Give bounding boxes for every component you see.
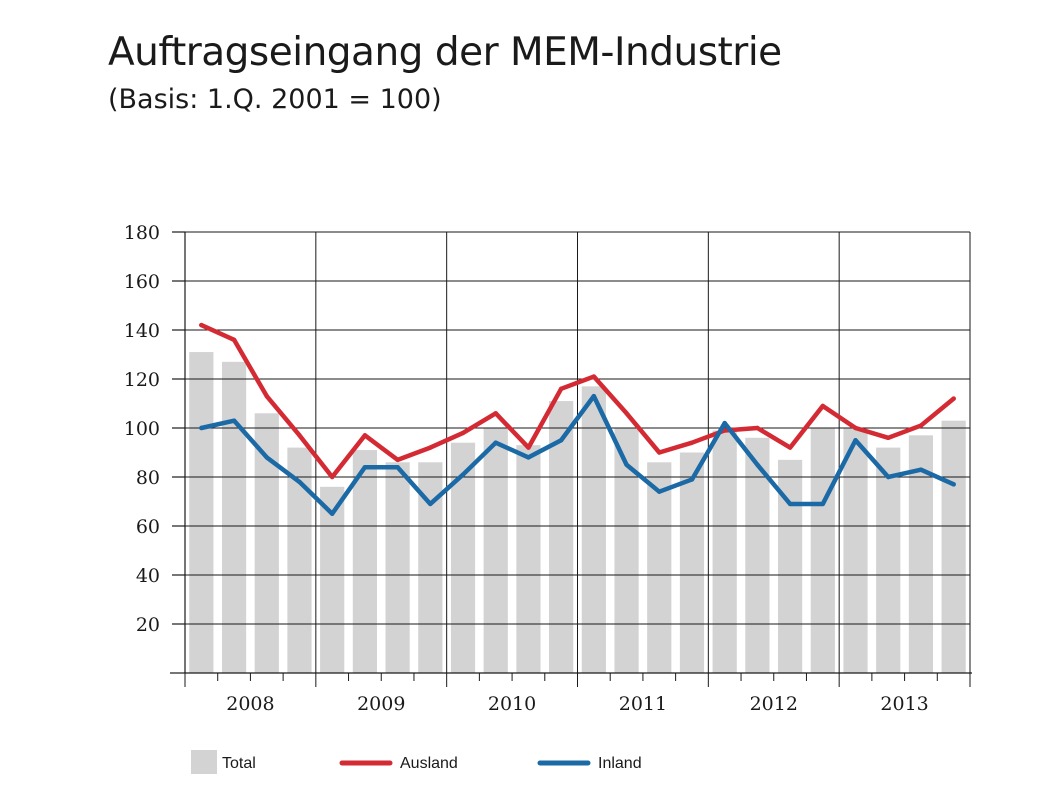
- point-ausland-22: [886, 435, 891, 440]
- point-ausland-19: [787, 445, 793, 450]
- point-ausland-14: [624, 411, 629, 416]
- line-ausland: [199, 322, 956, 480]
- bar-total-13: [581, 386, 606, 673]
- x-tick-label-2009: 2009: [357, 693, 405, 715]
- point-ausland-7: [395, 457, 400, 463]
- bar-total-24: [941, 420, 966, 673]
- point-inland-18: [755, 462, 760, 467]
- bar-total-3: [254, 413, 279, 673]
- point-inland-8: [428, 501, 433, 507]
- x-tick-label-2013: 2013: [880, 693, 928, 715]
- point-ausland-20: [820, 403, 826, 409]
- x-tick-label-2011: 2011: [619, 693, 667, 715]
- chart-title: Auftragseingang der MEM-Industrie: [108, 30, 782, 75]
- point-inland-14: [624, 462, 629, 467]
- bar-total-6: [352, 450, 377, 673]
- point-ausland-10: [493, 411, 498, 416]
- y-tick-label-20: 20: [136, 614, 160, 636]
- bar-total-10: [483, 428, 508, 673]
- legend-label-total: Total: [222, 755, 256, 772]
- point-ausland-23: [918, 423, 924, 428]
- legend-label-ausland: Ausland: [400, 755, 458, 772]
- point-inland-12: [558, 438, 564, 443]
- point-ausland-16: [689, 440, 695, 445]
- x-tick-label-2010: 2010: [488, 693, 536, 715]
- bar-total-20: [810, 428, 835, 673]
- point-ausland-21: [853, 425, 858, 431]
- point-inland-20: [820, 501, 826, 507]
- point-inland-3: [264, 455, 269, 460]
- grid: [185, 231, 971, 673]
- point-inland-17: [722, 420, 727, 426]
- point-inland-7: [395, 465, 400, 470]
- point-inland-19: [787, 501, 793, 507]
- point-ausland-2: [231, 337, 237, 342]
- y-tick-label-100: 100: [124, 418, 160, 440]
- bar-total-4: [287, 447, 312, 673]
- x-axis: 2008 2009 2010 2011 2012 2013: [184, 672, 972, 715]
- legend: Total Ausland Inland: [191, 750, 642, 774]
- point-ausland-18: [755, 425, 760, 431]
- y-tick-label-140: 140: [124, 320, 160, 342]
- point-inland-11: [526, 455, 531, 460]
- y-tick-label-120: 120: [124, 369, 160, 391]
- point-inland-16: [689, 477, 695, 482]
- bar-total-2: [221, 361, 247, 673]
- y-tick-label-80: 80: [136, 467, 160, 489]
- y-tick-label-40: 40: [136, 565, 160, 587]
- point-inland-10: [493, 440, 498, 445]
- chart-subtitle: (Basis: 1.Q. 2001 = 100): [108, 84, 442, 115]
- point-inland-24: [951, 482, 956, 487]
- y-tick-label-60: 60: [136, 516, 160, 538]
- point-ausland-13: [591, 374, 597, 379]
- point-inland-21: [853, 438, 858, 443]
- y-axis: 20 40 60 80 100 120 140 160 180: [124, 222, 186, 674]
- x-tick-label-2008: 2008: [226, 693, 274, 715]
- point-inland-4: [297, 479, 302, 485]
- point-inland-23: [918, 467, 924, 472]
- point-ausland-5: [329, 474, 335, 480]
- line-inland: [199, 393, 956, 516]
- bar-total-21: [843, 428, 868, 673]
- point-inland-5: [329, 511, 335, 516]
- legend-label-inland: Inland: [598, 755, 642, 772]
- y-tick-label-160: 160: [124, 271, 160, 293]
- bar-total-16: [679, 452, 705, 673]
- y-tick-label-180: 180: [124, 222, 160, 244]
- point-ausland-6: [362, 433, 368, 438]
- point-inland-1: [199, 425, 204, 431]
- bar-total-1: [189, 352, 214, 673]
- point-inland-2: [231, 418, 237, 423]
- point-ausland-24: [951, 396, 956, 401]
- point-inland-9: [460, 472, 466, 477]
- point-ausland-11: [526, 445, 531, 450]
- bar-total-5: [320, 486, 345, 673]
- bar-total-22: [876, 447, 901, 673]
- point-inland-13: [591, 393, 597, 399]
- point-inland-6: [362, 465, 368, 470]
- x-tick-label-2012: 2012: [750, 693, 798, 715]
- point-inland-22: [886, 474, 891, 480]
- point-inland-15: [657, 489, 662, 494]
- legend-swatch-total: [191, 750, 217, 774]
- point-ausland-9: [460, 430, 466, 436]
- bar-total-7: [385, 462, 410, 673]
- line-series: [199, 322, 956, 516]
- point-ausland-15: [657, 450, 662, 455]
- bar-total-11: [516, 445, 541, 673]
- point-ausland-4: [297, 433, 302, 438]
- point-ausland-1: [199, 322, 204, 328]
- point-ausland-8: [428, 445, 433, 450]
- bar-total-17: [712, 430, 737, 673]
- point-ausland-12: [558, 386, 564, 391]
- point-ausland-3: [264, 393, 269, 399]
- bar-total-15: [647, 462, 672, 673]
